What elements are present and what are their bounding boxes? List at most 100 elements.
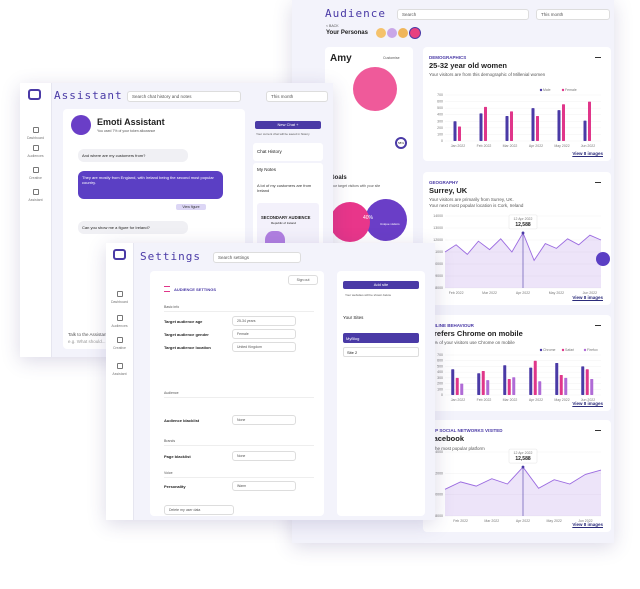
chart: 8000 10000 12000 14000 Feb 2022 Mar 2022 Apr 2… xyxy=(433,448,602,523)
x-tick-label: Feb 2022 xyxy=(449,291,464,295)
field-select[interactable]: 25-34 years xyxy=(232,316,296,326)
card-link[interactable]: View 8 images xyxy=(572,151,603,156)
nav-icon xyxy=(116,363,123,369)
x-tick-label: Mar 2022 xyxy=(503,144,518,148)
legend-swatch xyxy=(539,88,543,92)
assistant-button[interactable] xyxy=(596,252,610,266)
logo xyxy=(28,89,41,100)
y-tick-label: 0 xyxy=(441,393,443,397)
divider xyxy=(164,397,314,398)
bar xyxy=(529,367,533,395)
field-label: Audience blacklist xyxy=(164,418,200,423)
x-tick-label: Mar 2022 xyxy=(482,291,497,295)
x-tick-label: Apr 2022 xyxy=(516,519,530,523)
card-link[interactable]: View 8 images xyxy=(572,295,603,300)
x-tick-label: Mar 2022 xyxy=(484,519,499,523)
bar xyxy=(460,383,464,395)
card-link[interactable]: View 8 images xyxy=(572,522,603,527)
card-text: 87% of your visitors use Chrome on mobil… xyxy=(429,340,515,345)
bot-name: Emoti Assistant xyxy=(97,117,165,127)
x-tick-label: Jan 2022 xyxy=(451,144,465,148)
y-tick-label: 100 xyxy=(437,387,443,391)
period[interactable]: This month xyxy=(266,91,328,102)
persona-avatar[interactable] xyxy=(409,27,421,39)
bar xyxy=(581,366,585,395)
card-link[interactable]: View 8 images xyxy=(572,401,603,406)
site[interactable]: Site 2 xyxy=(343,347,419,357)
bar xyxy=(510,111,513,141)
nav-label[interactable]: Assistant xyxy=(112,372,127,376)
bar xyxy=(507,379,511,395)
x-tick-label: Feb 2022 xyxy=(477,144,492,148)
nav-icon xyxy=(32,145,39,151)
field-select[interactable]: None xyxy=(232,451,296,461)
nav-label[interactable]: Dashboard xyxy=(26,136,45,140)
goals: Goals xyxy=(330,175,347,181)
sign-out[interactable]: Sign out xyxy=(288,275,318,285)
insight-card: DEMOGRAPHICS 25-32 year old women Your vis… xyxy=(423,47,611,161)
nav-label[interactable]: Creative xyxy=(28,176,43,180)
chat-input[interactable]: Talk to the Assistant... xyxy=(68,332,112,337)
x-tick-label: Jun 2022 xyxy=(581,144,595,148)
field-label: Target audience location xyxy=(164,345,211,350)
card-heading: 25-32 year old women xyxy=(429,61,507,70)
y-tick-label: 12000 xyxy=(433,238,443,242)
site[interactable]: MyBlog xyxy=(343,333,419,343)
field-select[interactable]: United Kingdom xyxy=(232,342,296,352)
nav-label[interactable]: Audiences xyxy=(111,324,128,328)
y-tick-label: 8000 xyxy=(435,514,443,518)
group-label: Brands xyxy=(164,439,176,443)
customise[interactable]: Customise xyxy=(383,56,400,60)
chart: 8000 9000 10000 11000 12000 13000 14000 Feb 202… xyxy=(433,214,602,295)
search[interactable]: Search settings xyxy=(213,252,301,263)
search[interactable]: Search chat history and notes xyxy=(127,91,241,102)
ring-value: 40% xyxy=(363,215,374,221)
y-tick-label: 14000 xyxy=(433,450,443,454)
note: A lot of my customers are from Ireland xyxy=(257,183,312,193)
nav-label[interactable]: Assistant xyxy=(28,198,43,202)
x-tick-label: Mar 2022 xyxy=(503,398,518,402)
goals-text: Your target visitors with your site xyxy=(330,184,381,188)
card-text: Your next most popular location is Cork,… xyxy=(429,203,524,208)
nav-label[interactable]: Creative xyxy=(112,346,127,350)
persona-illustration xyxy=(353,67,397,111)
field-label: Personality xyxy=(164,484,186,489)
sidebar: Dashboard Audiences Creative Assistant xyxy=(20,83,52,357)
delete-data[interactable]: Delete my user data xyxy=(164,505,234,515)
card-menu xyxy=(595,430,601,431)
persona-avatar[interactable] xyxy=(387,28,397,38)
history-box[interactable]: Chat History xyxy=(253,143,323,161)
nav-label[interactable]: Dashboard xyxy=(110,300,129,304)
ring-label: Unique visitors xyxy=(380,222,400,226)
card-section: GEOGRAPHY xyxy=(429,180,459,185)
legend-swatch xyxy=(583,348,587,352)
menu-icon xyxy=(164,286,170,292)
back[interactable]: < BACK xyxy=(326,24,339,28)
tooltip-dot xyxy=(521,465,525,469)
persona-avatar[interactable] xyxy=(398,28,408,38)
group-label: Voice xyxy=(164,471,173,475)
add-site[interactable]: Add site xyxy=(343,281,419,289)
nav-label[interactable]: Audiences xyxy=(27,154,44,158)
legend-swatch xyxy=(539,348,543,352)
card-section: TOP SOCIAL NETWORKS VISITED xyxy=(429,428,503,433)
card-menu xyxy=(595,325,601,326)
y-tick-label: 500 xyxy=(437,364,443,368)
period[interactable]: This month xyxy=(536,9,610,20)
user-message: And where are my customers from? xyxy=(78,149,188,162)
new-chat[interactable]: New Chat + xyxy=(255,121,321,129)
field-select[interactable]: None xyxy=(232,415,296,425)
search[interactable]: Search xyxy=(397,9,529,20)
y-tick-label: 10000 xyxy=(433,262,443,266)
persona-avatar[interactable] xyxy=(376,28,386,38)
field-select[interactable]: Female xyxy=(232,329,296,339)
bar xyxy=(583,120,587,141)
bar xyxy=(531,108,535,141)
field-select[interactable]: Warm xyxy=(232,481,296,491)
view-figure[interactable]: View figure xyxy=(176,204,206,210)
card-text: Your visitors are primarily from Surrey,… xyxy=(429,197,514,202)
title: Settings xyxy=(140,250,201,263)
bar xyxy=(559,375,563,395)
bar xyxy=(536,116,539,141)
note-title: SECONDARY AUDIENCE xyxy=(261,215,311,220)
